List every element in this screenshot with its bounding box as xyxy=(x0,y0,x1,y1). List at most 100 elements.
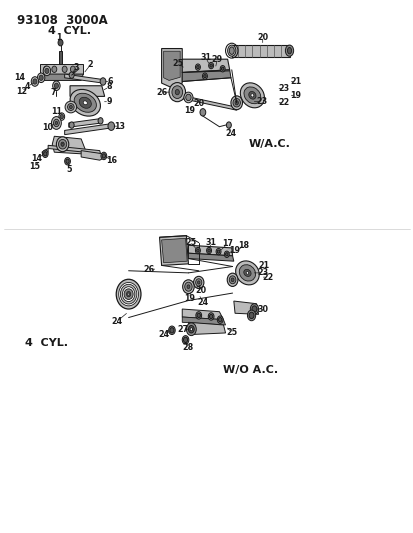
Circle shape xyxy=(55,122,57,125)
Text: 15: 15 xyxy=(29,162,40,171)
Text: 26: 26 xyxy=(143,265,154,273)
Text: 27: 27 xyxy=(177,325,188,334)
Circle shape xyxy=(59,113,64,120)
Polygon shape xyxy=(233,301,258,314)
Text: 30: 30 xyxy=(256,304,268,313)
Text: 2: 2 xyxy=(88,60,93,69)
Circle shape xyxy=(66,159,69,164)
Polygon shape xyxy=(231,45,289,56)
Circle shape xyxy=(196,66,199,69)
Text: 22: 22 xyxy=(278,98,289,107)
Ellipse shape xyxy=(285,45,293,56)
Ellipse shape xyxy=(56,137,69,152)
Circle shape xyxy=(197,313,200,318)
Circle shape xyxy=(207,249,210,252)
Text: 31: 31 xyxy=(200,53,211,62)
Ellipse shape xyxy=(79,97,91,108)
Text: 26: 26 xyxy=(156,87,167,96)
Circle shape xyxy=(43,152,47,156)
Text: W/O A.C.: W/O A.C. xyxy=(222,365,277,375)
Ellipse shape xyxy=(239,265,255,281)
Circle shape xyxy=(53,119,59,127)
Text: 17: 17 xyxy=(222,239,233,248)
Ellipse shape xyxy=(126,292,131,297)
Circle shape xyxy=(203,75,206,78)
Circle shape xyxy=(252,306,256,312)
Ellipse shape xyxy=(233,99,240,107)
Polygon shape xyxy=(182,317,225,325)
Ellipse shape xyxy=(240,83,264,108)
Circle shape xyxy=(51,117,61,130)
Text: 25: 25 xyxy=(225,328,237,337)
Ellipse shape xyxy=(246,271,248,274)
Text: 3: 3 xyxy=(73,63,78,71)
Polygon shape xyxy=(64,124,112,135)
Text: 24: 24 xyxy=(111,317,122,326)
Ellipse shape xyxy=(227,273,237,286)
Ellipse shape xyxy=(248,92,255,99)
Text: 25: 25 xyxy=(185,238,196,247)
Text: 21: 21 xyxy=(290,77,301,86)
Text: 22: 22 xyxy=(262,273,273,281)
Text: 18: 18 xyxy=(238,241,249,250)
Text: 14: 14 xyxy=(14,73,25,82)
Text: 24: 24 xyxy=(197,297,208,306)
Polygon shape xyxy=(42,149,48,155)
Ellipse shape xyxy=(116,279,141,309)
Circle shape xyxy=(209,64,212,67)
Text: 28: 28 xyxy=(182,343,193,352)
Circle shape xyxy=(218,318,221,322)
Text: 5: 5 xyxy=(66,165,72,174)
Circle shape xyxy=(52,66,57,72)
Circle shape xyxy=(54,83,58,88)
Text: 8: 8 xyxy=(106,82,112,91)
Polygon shape xyxy=(182,70,230,82)
Ellipse shape xyxy=(58,140,66,149)
Polygon shape xyxy=(163,51,180,80)
Ellipse shape xyxy=(195,279,202,286)
Ellipse shape xyxy=(197,281,199,284)
Circle shape xyxy=(186,323,196,336)
Ellipse shape xyxy=(184,282,192,291)
Ellipse shape xyxy=(235,101,238,105)
Text: 9: 9 xyxy=(106,97,112,106)
Text: 1: 1 xyxy=(56,33,61,42)
Circle shape xyxy=(43,66,48,72)
Ellipse shape xyxy=(65,101,76,113)
Circle shape xyxy=(217,316,223,324)
Circle shape xyxy=(39,75,43,80)
Circle shape xyxy=(224,251,229,257)
Ellipse shape xyxy=(119,282,138,306)
Circle shape xyxy=(226,122,231,128)
Text: 19: 19 xyxy=(184,106,195,115)
Text: 93108  3000A: 93108 3000A xyxy=(17,14,108,27)
Circle shape xyxy=(217,250,219,253)
Polygon shape xyxy=(188,253,233,261)
Text: 23: 23 xyxy=(256,97,267,106)
Text: 23: 23 xyxy=(257,269,268,277)
Text: W/A.C.: W/A.C. xyxy=(248,139,290,149)
Circle shape xyxy=(169,328,173,333)
Polygon shape xyxy=(161,49,182,87)
Ellipse shape xyxy=(183,92,192,103)
Polygon shape xyxy=(40,74,83,80)
Circle shape xyxy=(220,66,225,72)
Polygon shape xyxy=(52,136,85,154)
Text: 4: 4 xyxy=(25,82,30,91)
Circle shape xyxy=(98,118,103,124)
Polygon shape xyxy=(64,74,103,83)
Text: 7: 7 xyxy=(50,87,56,96)
Ellipse shape xyxy=(61,142,64,147)
Ellipse shape xyxy=(229,276,235,284)
Ellipse shape xyxy=(227,45,235,56)
Ellipse shape xyxy=(122,287,135,302)
Polygon shape xyxy=(48,146,100,154)
Circle shape xyxy=(196,249,199,252)
Text: 19: 19 xyxy=(228,246,239,255)
Text: 6: 6 xyxy=(107,77,113,86)
Text: 11: 11 xyxy=(51,107,62,116)
Ellipse shape xyxy=(229,47,234,54)
Text: 21: 21 xyxy=(258,261,269,270)
Text: 25: 25 xyxy=(172,59,183,68)
Text: 4  CYL.: 4 CYL. xyxy=(25,338,68,348)
